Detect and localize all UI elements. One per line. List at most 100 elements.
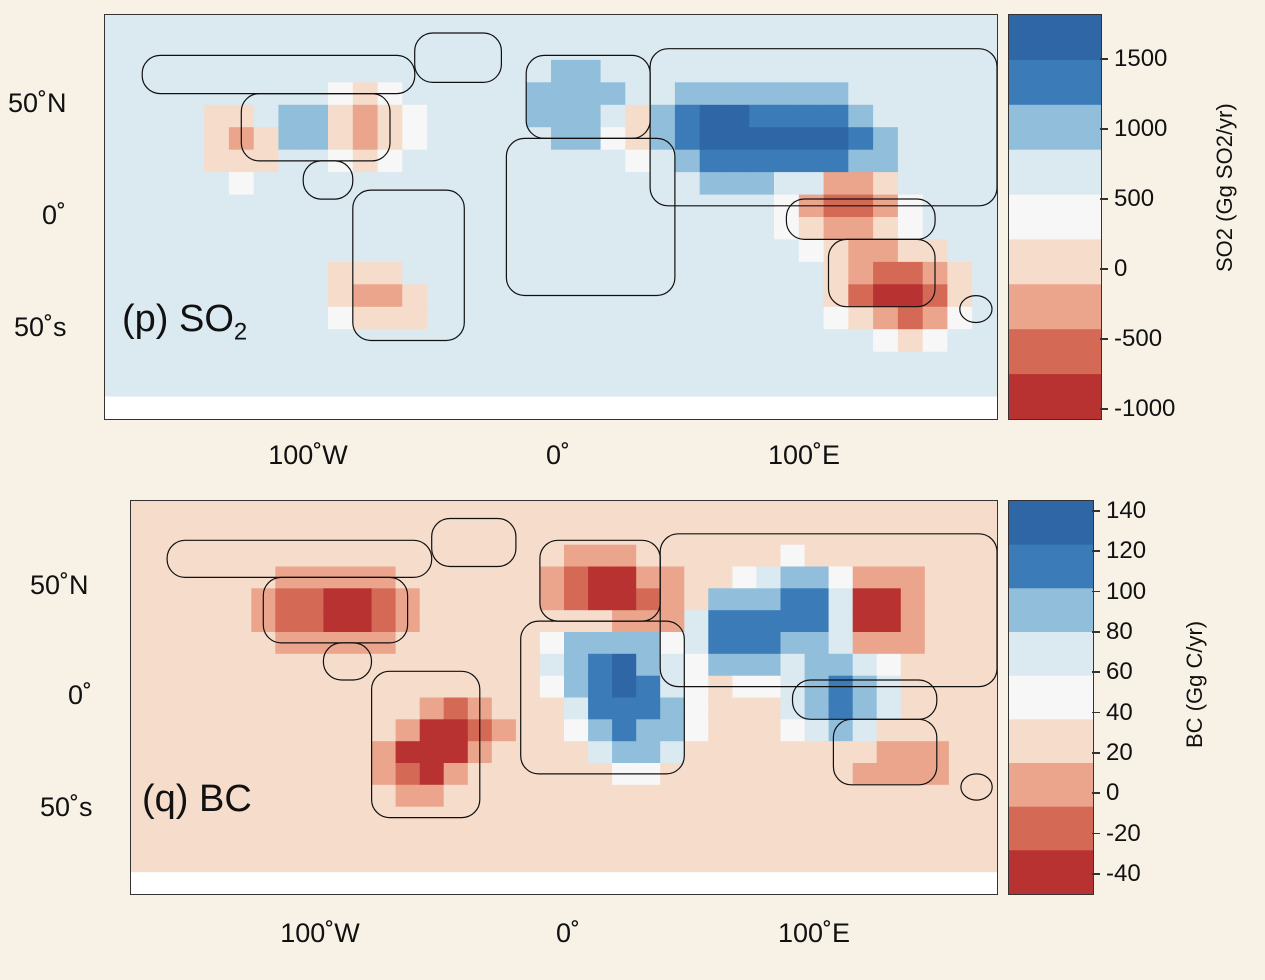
grid-cell [749,104,775,128]
grid-cell [402,149,428,173]
grid-cell [848,351,874,375]
grid-cell [873,149,899,173]
grid-cell [724,59,750,83]
grid-cell [876,872,902,894]
grid-cell [900,872,926,894]
grid-cell [501,149,527,173]
grid-cell [749,15,775,38]
grid-cell [756,719,782,742]
grid-cell [154,127,180,151]
grid-cell [612,588,637,611]
grid-cell [275,872,300,894]
grid-cell [848,82,874,106]
grid-cell [131,610,156,633]
grid-cell [660,588,685,611]
grid-cell [179,522,204,546]
grid-cell [756,566,782,589]
grid-cell [278,172,304,196]
grid-cell [972,37,997,61]
grid-cell [756,501,782,524]
grid-cell [575,149,602,173]
grid-cell [852,501,878,524]
grid-cell [377,194,403,218]
grid-cell [876,784,902,808]
grid-cell [708,784,733,808]
grid-cell [780,763,806,786]
grid-cell [650,194,676,218]
grid-cell [660,784,685,808]
grid-cell [278,306,304,330]
grid-cell [612,806,637,830]
grid-cell [699,374,726,398]
grid-cell [395,632,421,655]
grid-cell [275,522,300,546]
grid-cell [526,37,552,61]
grid-cell [564,675,589,699]
grid-cell [948,610,974,633]
grid-cell [650,104,676,128]
grid-cell [972,104,997,128]
grid-cell [303,396,329,419]
grid-cell [897,374,924,398]
grid-cell [848,374,874,398]
grid-cell [154,104,180,128]
grid-cell [551,37,577,61]
grid-cell [900,741,926,764]
coastline [431,517,517,568]
grid-cell [804,806,830,830]
grid-cell [551,396,577,419]
grid-cell [588,522,613,546]
grid-cell [684,828,709,851]
grid-cell [251,697,276,720]
grid-cell [179,806,204,830]
grid-cell [203,610,228,633]
grid-cell [402,217,428,240]
grid-cell [299,850,325,873]
grid-cell [804,566,830,589]
grid-cell [876,828,902,851]
coastline [414,32,503,84]
grid-cell [323,872,349,894]
grid-cell [179,544,204,568]
grid-cell [873,82,899,106]
so2-map [104,14,998,420]
grid-cell [650,306,676,330]
grid-cell [575,374,602,398]
grid-cell [780,610,806,633]
grid-cell [650,82,676,106]
grid-cell [179,284,205,308]
grid-cell [299,522,325,546]
grid-cell [253,104,280,128]
grid-cell [612,697,637,720]
grid-cell [947,396,973,419]
grid-cell [154,172,180,196]
grid-cell [131,588,156,611]
grid-cell [491,806,517,830]
grid-cell [299,828,325,851]
grid-cell [278,261,304,285]
colorbar-tick [1100,58,1108,60]
grid-cell [204,172,230,196]
grid-cell [947,59,973,83]
grid-cell [948,501,974,524]
grid-cell [451,149,478,173]
grid-cell [924,850,950,873]
grid-cell [323,784,349,808]
grid-cell [852,719,878,742]
grid-cell [303,104,329,128]
grid-cell [395,719,421,742]
grid-cell [227,675,252,699]
grid-cell [823,351,849,375]
grid-cell [660,806,685,830]
grid-cell [828,763,854,786]
grid-cell [922,374,949,398]
grid-cell [924,784,950,808]
grid-cell [564,719,589,742]
grid-cell [443,741,469,764]
grid-cell [600,351,626,375]
colorbar-tick [1092,590,1100,593]
grid-cell [551,351,577,375]
grid-cell [873,261,899,285]
grid-cell [347,675,373,699]
grid-cell [323,850,349,873]
